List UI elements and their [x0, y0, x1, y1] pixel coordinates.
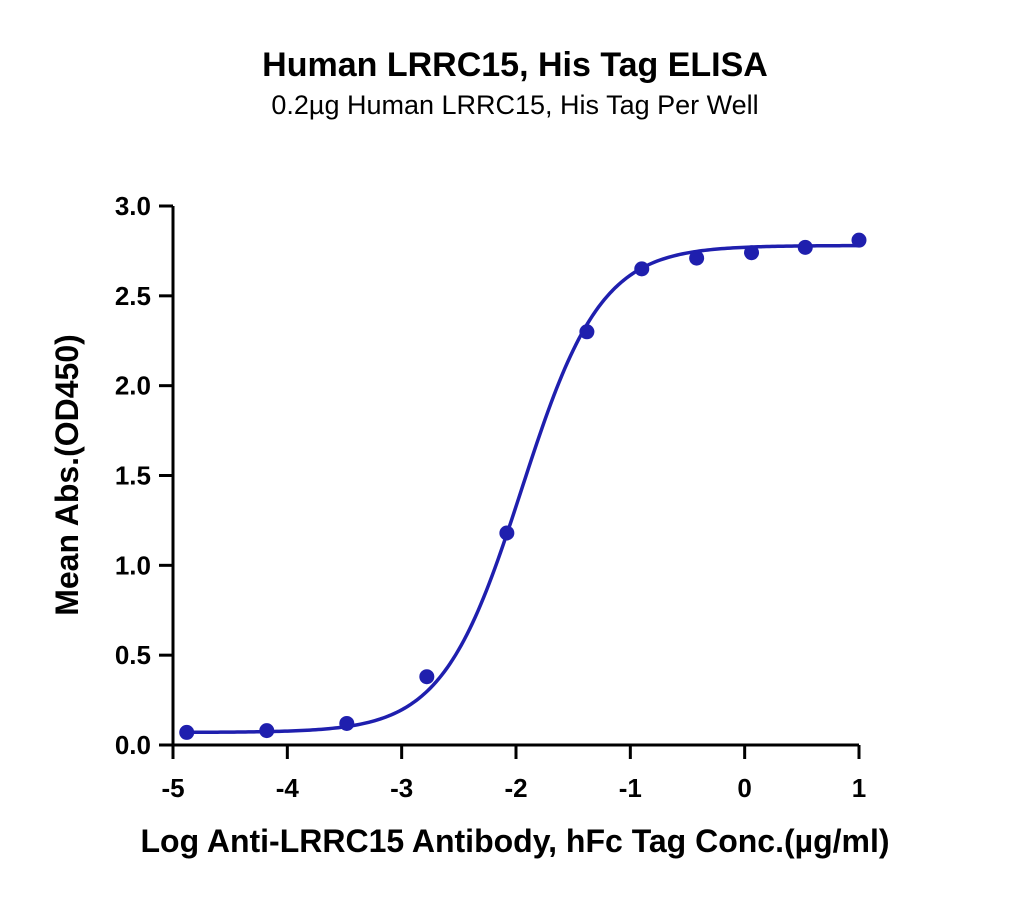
- x-tick-label: -4: [276, 773, 300, 803]
- y-tick-label: 1.0: [115, 550, 151, 580]
- data-point: [579, 324, 595, 340]
- data-point: [419, 669, 435, 685]
- x-axis-label: Log Anti-LRRC15 Antibody, hFc Tag Conc.(…: [140, 823, 889, 859]
- x-ticks: -5 -4 -3 -2 -1 0 1: [161, 745, 866, 803]
- x-tick-label: 0: [737, 773, 751, 803]
- y-axis-label: Mean Abs.(OD450): [49, 334, 85, 616]
- data-point: [339, 715, 355, 731]
- data-points: [179, 232, 867, 740]
- data-point: [499, 525, 515, 541]
- fit-curve: [186, 243, 859, 735]
- y-tick-label: 1.5: [115, 461, 151, 491]
- data-point: [179, 724, 195, 740]
- chart-title: Human LRRC15, His Tag ELISA: [262, 46, 768, 84]
- chart-subtitle: 0.2µg Human LRRC15, His Tag Per Well: [271, 90, 758, 120]
- x-tick-label: -5: [161, 773, 184, 803]
- data-point: [689, 250, 705, 266]
- y-tick-label: 3.0: [115, 191, 151, 221]
- data-point: [259, 723, 275, 739]
- x-tick-label: -2: [504, 773, 527, 803]
- y-tick-label: 0.0: [115, 730, 151, 760]
- data-point: [744, 245, 760, 261]
- y-tick-label: 2.0: [115, 371, 151, 401]
- data-point: [851, 232, 867, 248]
- x-tick-label: -1: [619, 773, 642, 803]
- x-tick-label: -3: [390, 773, 413, 803]
- y-tick-label: 0.5: [115, 640, 151, 670]
- data-point: [634, 261, 650, 277]
- x-tick-label: 1: [852, 773, 866, 803]
- data-point: [797, 239, 813, 255]
- axes: [171, 206, 859, 747]
- y-tick-label: 2.5: [115, 281, 151, 311]
- y-ticks: 0.0 0.5 1.0 1.5 2.0 2.5 3.0: [115, 191, 173, 760]
